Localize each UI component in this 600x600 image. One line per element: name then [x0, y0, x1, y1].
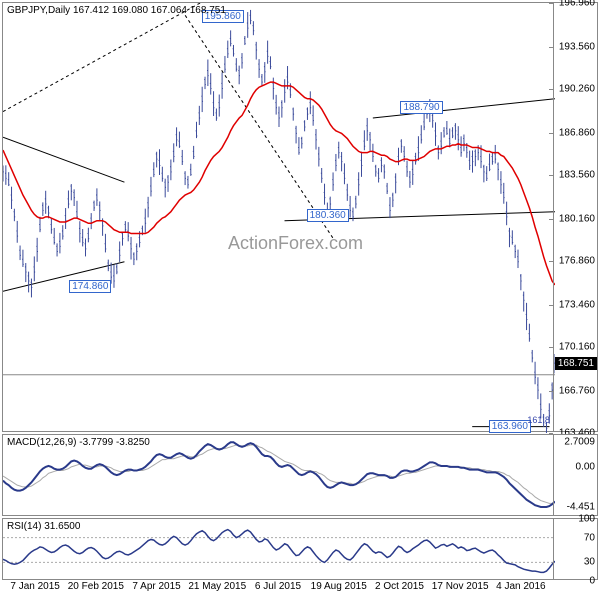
rsi-title: RSI(14) 31.6500	[4, 520, 83, 533]
macd-chart: MACD(12,26,9) -3.7799 -3.8250 2.70090.00…	[2, 434, 598, 516]
x-axis: 7 Jan 201520 Feb 20157 Apr 201521 May 20…	[2, 581, 554, 599]
rsi-chart: RSI(14) 31.6500 03070100	[2, 518, 598, 580]
rsi-y-axis: 03070100	[553, 519, 597, 579]
chart-title: GBPJPY,Daily 167.412 169.080 167.064 168…	[4, 4, 229, 17]
price-plot	[3, 3, 555, 433]
macd-y-axis: 2.70090.00-4.451	[553, 435, 597, 515]
rsi-plot	[3, 519, 555, 581]
macd-title: MACD(12,26,9) -3.7799 -3.8250	[4, 436, 153, 449]
price-chart: GBPJPY,Daily 167.412 169.080 167.064 168…	[2, 2, 598, 432]
current-price-marker: 168.751	[555, 357, 597, 370]
